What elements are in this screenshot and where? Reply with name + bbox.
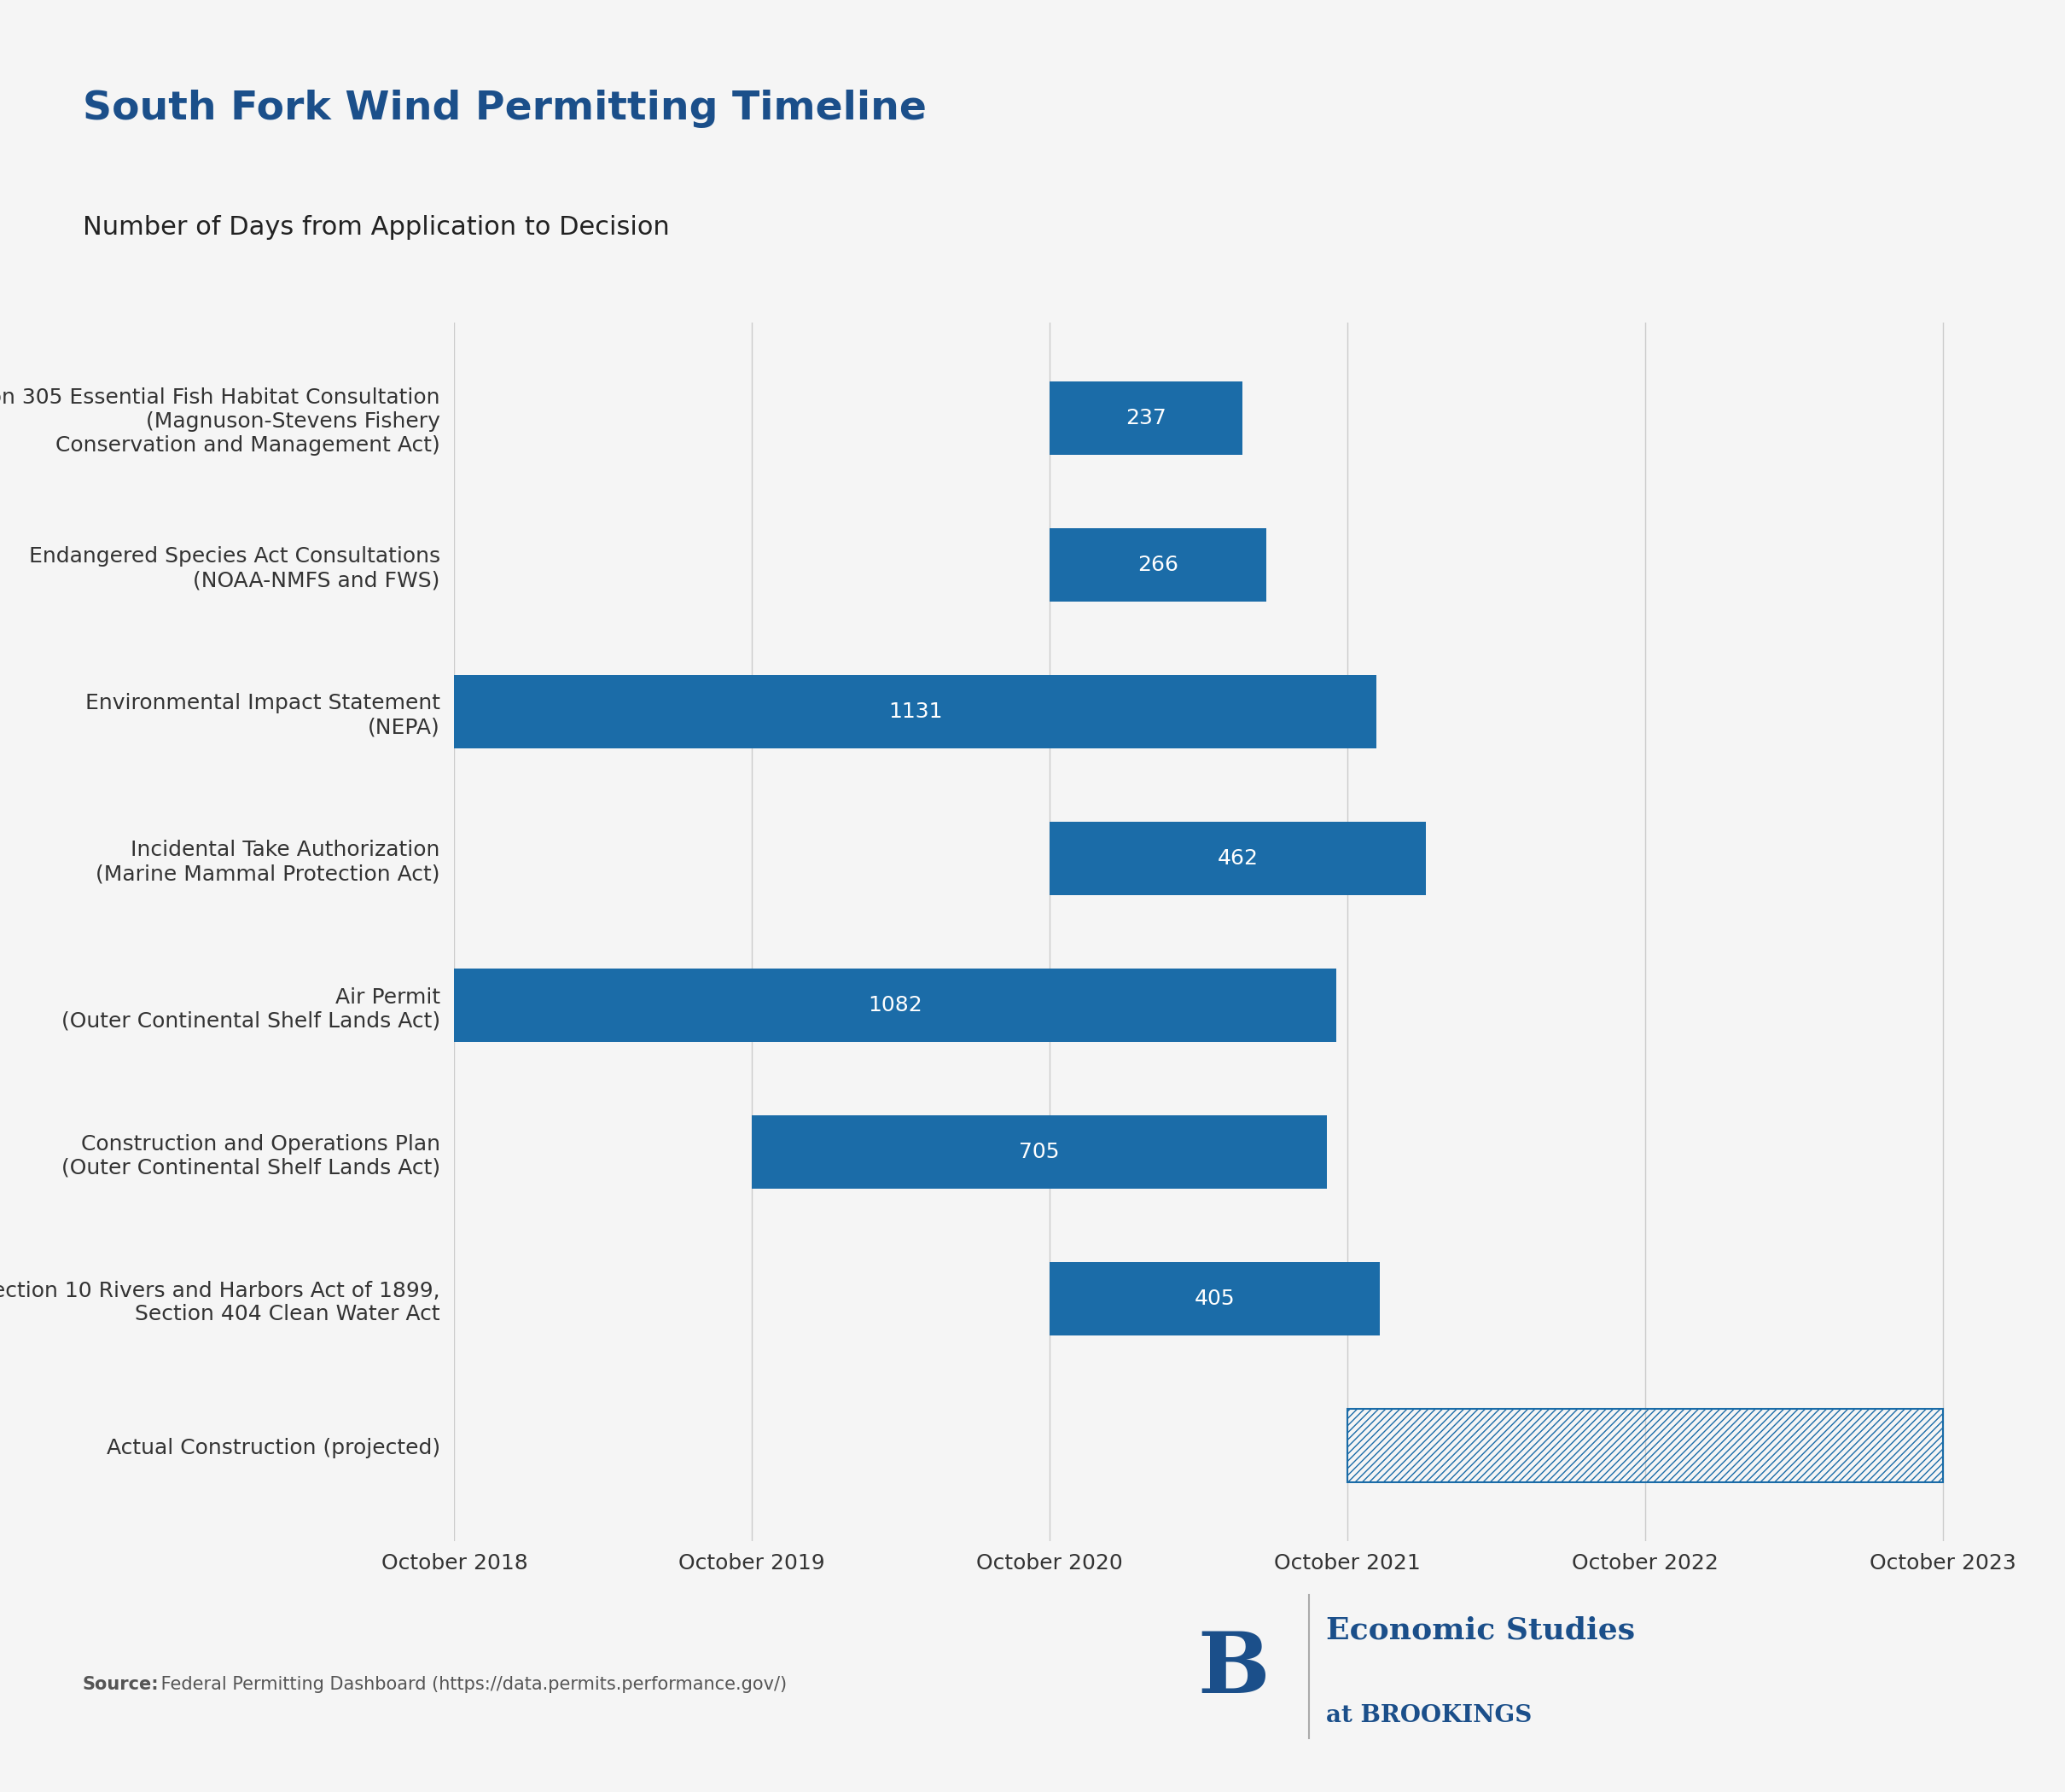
Text: at BROOKINGS: at BROOKINGS	[1326, 1704, 1532, 1727]
Bar	[1049, 1262, 1379, 1335]
Text: 266: 266	[1138, 554, 1179, 575]
Bar	[752, 1115, 1326, 1188]
Text: 1131: 1131	[888, 701, 942, 722]
Text: B: B	[1198, 1629, 1270, 1711]
Bar	[1049, 823, 1427, 896]
Text: 705: 705	[1018, 1142, 1059, 1163]
Bar	[454, 968, 1336, 1041]
Text: 1082: 1082	[867, 995, 923, 1016]
Bar	[1049, 529, 1266, 602]
Text: Number of Days from Application to Decision: Number of Days from Application to Decis…	[83, 215, 669, 240]
Text: 462: 462	[1216, 848, 1258, 869]
Bar	[1348, 1409, 1943, 1482]
Text: Source:: Source:	[83, 1676, 159, 1693]
Bar	[454, 676, 1375, 749]
Text: 405: 405	[1194, 1288, 1235, 1310]
Text: South Fork Wind Permitting Timeline: South Fork Wind Permitting Timeline	[83, 90, 927, 127]
Text: 237: 237	[1125, 409, 1167, 428]
Text: Economic Studies: Economic Studies	[1326, 1616, 1635, 1645]
Bar	[1049, 382, 1243, 455]
Text: Federal Permitting Dashboard (https://data.permits.performance.gov/): Federal Permitting Dashboard (https://da…	[155, 1676, 787, 1693]
